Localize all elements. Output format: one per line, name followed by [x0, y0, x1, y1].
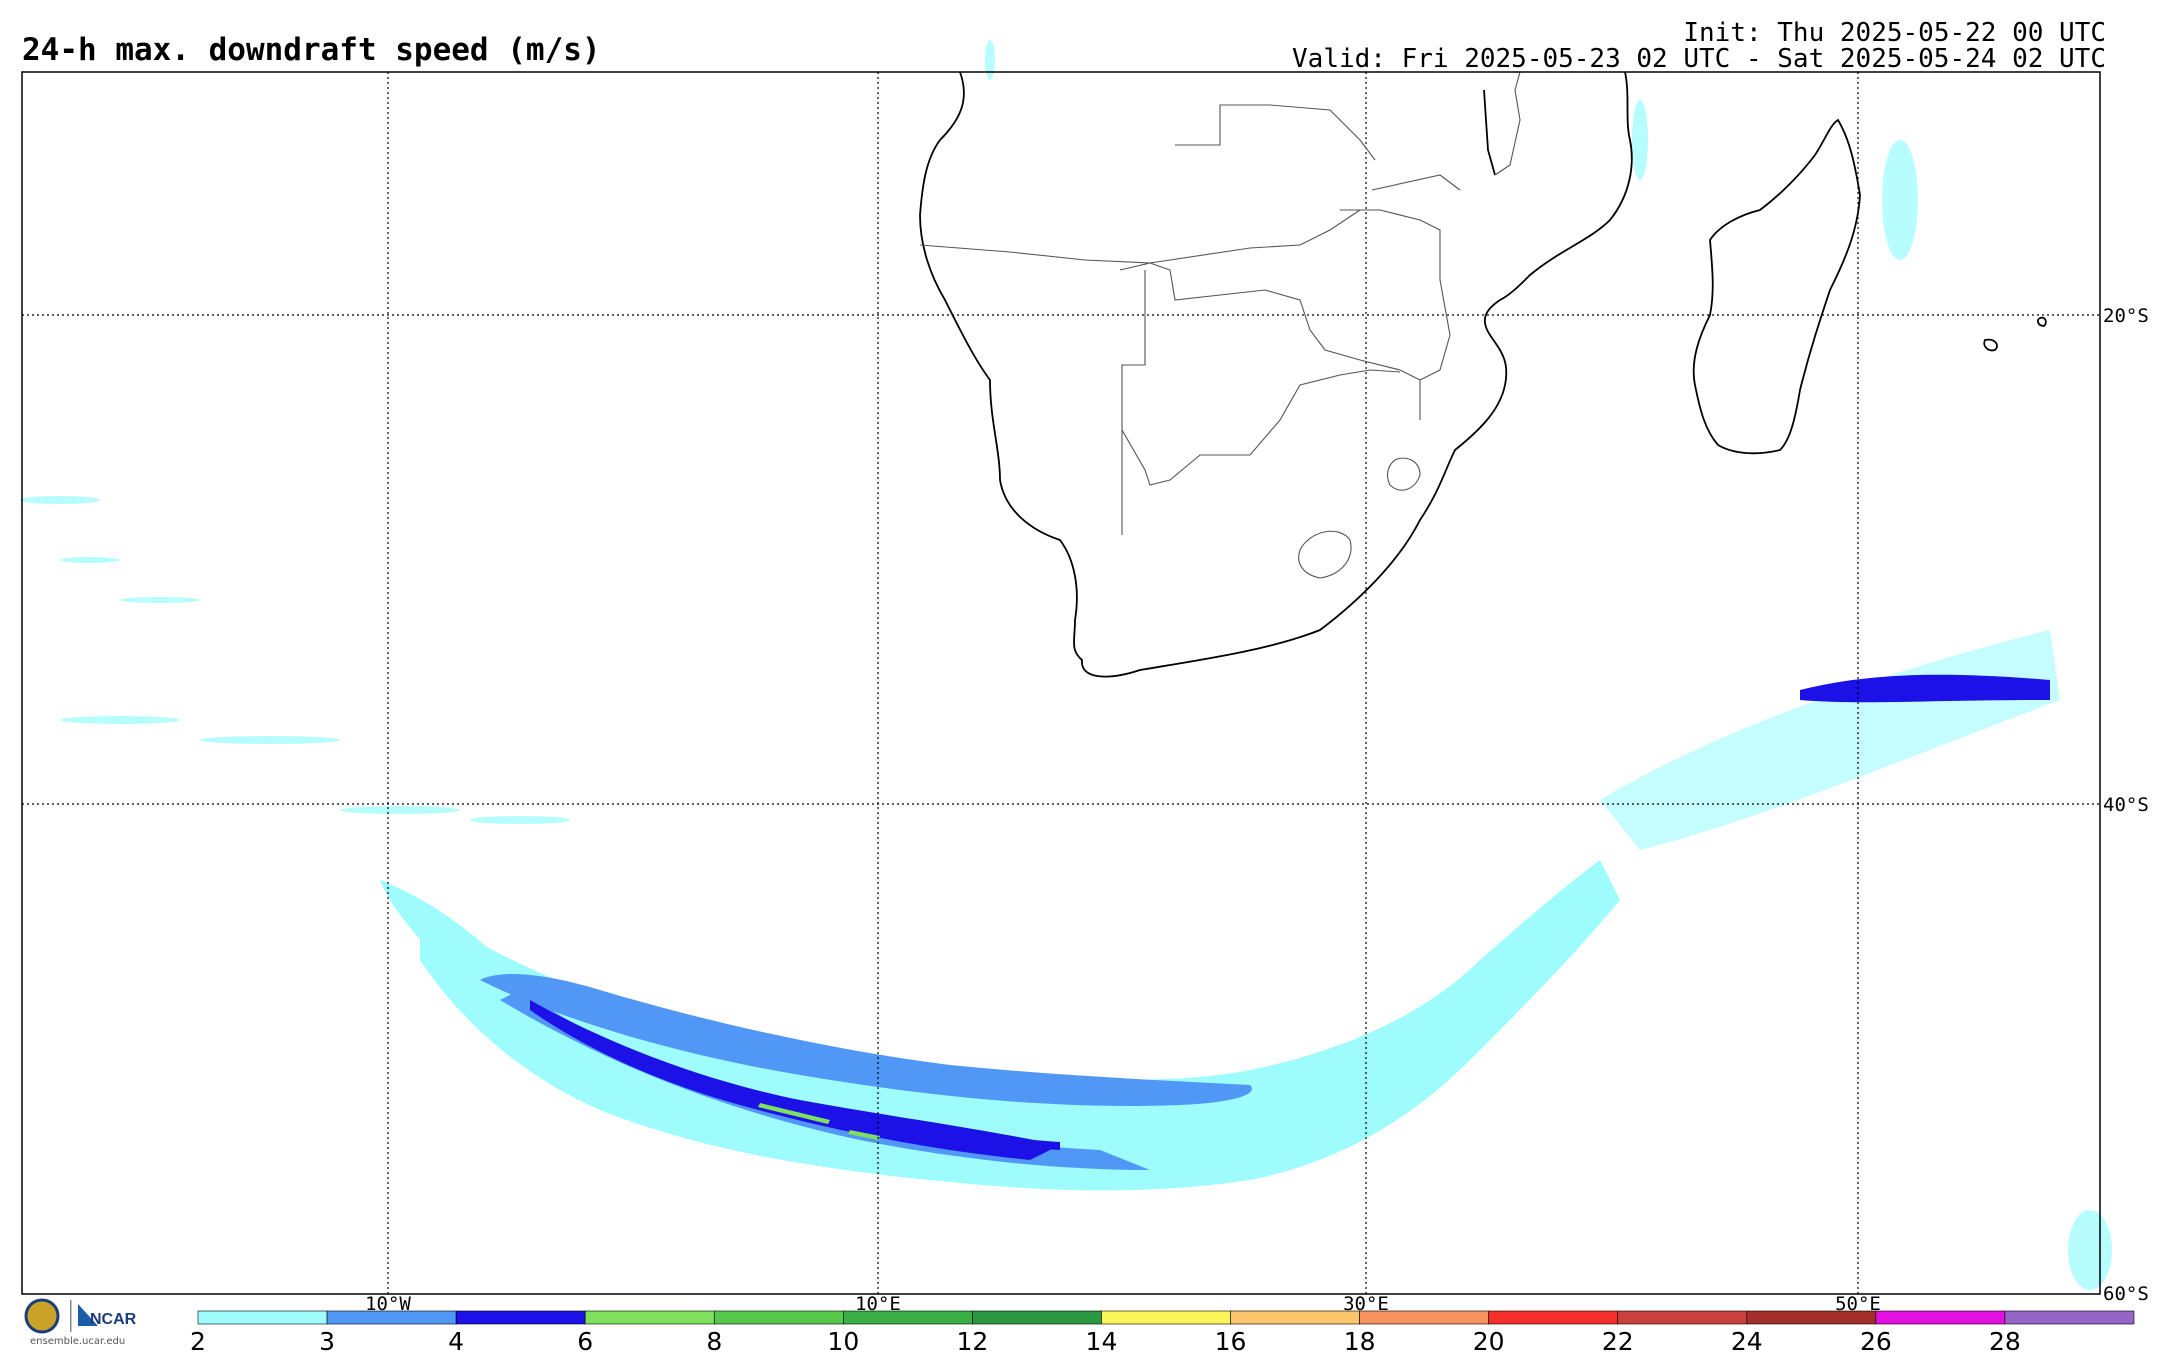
colorbar-tick-label: 8	[706, 1327, 723, 1356]
colorbar-tick-label: 22	[1601, 1327, 1634, 1356]
colorbar-swatch	[972, 1310, 1102, 1325]
graticule	[22, 72, 2100, 1294]
colorbar-tick-label: 26	[1859, 1327, 1892, 1356]
colorbar-swatch	[197, 1310, 328, 1325]
madagascar-coastline	[1692, 118, 1861, 455]
lon-label-50e: 50°E	[1835, 1293, 1881, 1315]
colorbar-swatch	[1746, 1310, 1877, 1325]
mauritius	[1983, 338, 1998, 352]
colorbar-swatch	[1875, 1310, 2006, 1325]
colorbar-swatch	[1101, 1310, 1231, 1325]
lon-label-30e: 30°E	[1343, 1293, 1389, 1315]
colorbar-tick-label: 4	[448, 1327, 465, 1356]
ncar-logo-icon	[78, 1304, 98, 1326]
shade-level-3	[500, 990, 1150, 1170]
latitude-labels: 20°S 40°S 60°S	[2103, 305, 2149, 1305]
lesotho-border	[1298, 530, 1352, 579]
nsf-seal-icon	[24, 1298, 60, 1334]
shade-level-2	[380, 880, 500, 960]
colorbar-swatch	[455, 1310, 586, 1325]
colorbar-swatch	[1488, 1310, 1619, 1325]
colorbar-tick-label: 6	[577, 1327, 594, 1356]
colorbar-tick-label: 28	[1989, 1327, 2021, 1356]
colorbar-tick-label: 2	[190, 1327, 206, 1356]
shade-level-4	[1800, 674, 2050, 703]
init-time: Init: Thu 2025-05-22 00 UTC	[1683, 18, 2106, 48]
shade-level-6	[758, 1103, 830, 1124]
colorbar-tick-label: 12	[956, 1327, 989, 1356]
reunion	[2037, 316, 2047, 327]
shade-level-3	[480, 974, 1252, 1106]
ncar-logo-text: NCAR	[90, 1311, 137, 1328]
branding-url: ensemble.ucar.edu	[30, 1336, 126, 1347]
eswatini-border	[1386, 457, 1421, 491]
colorbar-swatch	[2004, 1310, 2135, 1325]
lat-label-20s: 20°S	[2103, 305, 2149, 327]
colorbar-tick-label: 24	[1730, 1327, 1763, 1356]
nsf-ncar-logo: NCAR	[24, 1298, 137, 1334]
lat-label-40s: 40°S	[2103, 794, 2149, 816]
lon-label-10e: 10°E	[855, 1293, 901, 1315]
shade-level-4	[780, 1100, 1060, 1150]
colorbar	[197, 1310, 2135, 1325]
colorbar-swatch	[1359, 1310, 1489, 1325]
africa-coastline	[919, 71, 1633, 678]
map-frame	[21, 71, 2101, 1295]
colorbar-tick-label: 20	[1472, 1327, 1505, 1356]
shade-level-2	[1600, 630, 2060, 850]
country-borders	[919, 71, 1521, 579]
colorbar-tick-label: 14	[1085, 1327, 1118, 1356]
forecast-times: Init: Thu 2025-05-22 00 UTC Valid: Fri 2…	[1292, 20, 2106, 72]
lat-label-60s: 60°S	[2103, 1283, 2149, 1305]
colorbar-swatch	[584, 1310, 715, 1325]
shade-level-6	[848, 1130, 880, 1140]
colorbar-swatch	[713, 1310, 844, 1325]
map-title: 24-h max. downdraft speed (m/s)	[22, 32, 601, 68]
longitude-labels: 10°W 10°E 30°E 50°E	[365, 1293, 1881, 1315]
downdraft-shading	[20, 40, 2112, 1290]
colorbar-tick-label: 3	[319, 1327, 336, 1356]
shade-level-2	[420, 860, 1620, 1191]
colorbar-swatch	[1617, 1310, 1748, 1325]
colorbar-swatch	[843, 1310, 973, 1325]
valid-time: Valid: Fri 2025-05-23 02 UTC - Sat 2025-…	[1292, 44, 2106, 74]
colorbar-swatch	[326, 1310, 457, 1325]
coastlines	[919, 71, 2047, 678]
colorbar-swatch	[1230, 1310, 1360, 1325]
colorbar-tick-label: 18	[1343, 1327, 1376, 1356]
colorbar-tick-label: 16	[1214, 1327, 1247, 1356]
colorbar-tick-label: 10	[827, 1327, 860, 1356]
lake-malawi	[1483, 89, 1496, 176]
lon-label-10w: 10°W	[365, 1293, 411, 1315]
